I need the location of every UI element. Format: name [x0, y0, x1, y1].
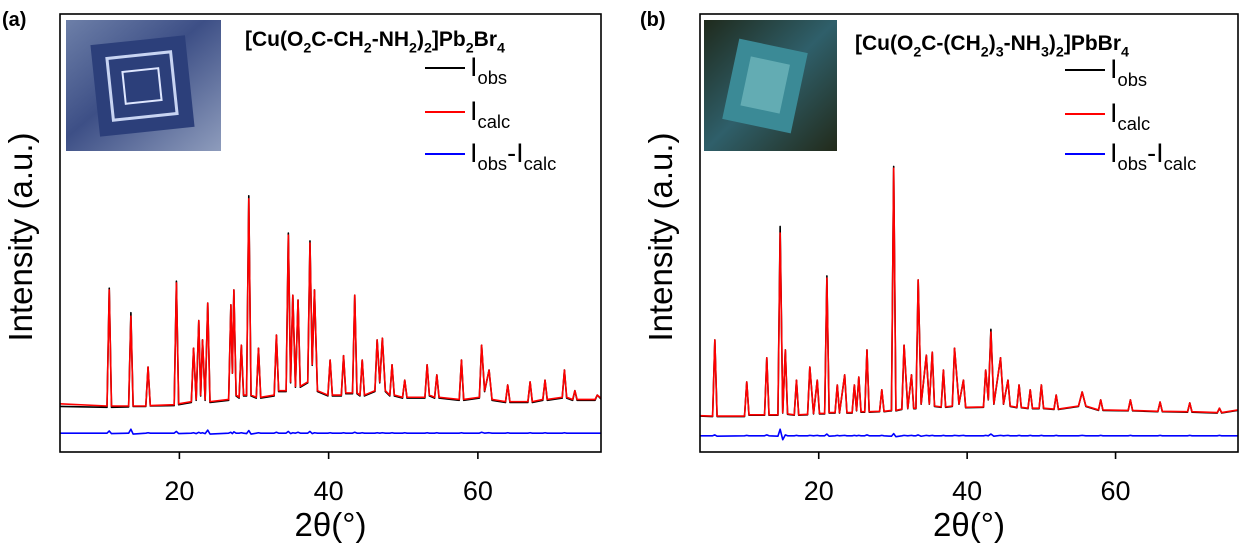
series-line: [60, 428, 601, 435]
chart-title: [Cu(O2C-CH2-NH2)2]Pb2Br4: [245, 28, 505, 56]
series-line: [59, 198, 602, 407]
plot-frame: [59, 13, 602, 453]
panel-label: (a): [2, 9, 26, 31]
x-axis-label: 2θ(°): [933, 506, 1005, 543]
x-tick-label: 40: [314, 476, 344, 506]
chart-title: [Cu(O2C-(CH2)3-NH3)2]PbBr4: [855, 32, 1129, 60]
legend-label: Iobs-Icalc: [470, 138, 556, 174]
inset-photo-b: [704, 20, 837, 151]
legend-label: Iobs: [470, 52, 507, 88]
x-tick-label: 20: [804, 476, 834, 506]
x-tick-label: 60: [463, 476, 493, 506]
series-line: [700, 428, 1238, 441]
legend-label: Icalc: [470, 96, 510, 132]
y-axis-label: Intensity (a.u.): [2, 132, 39, 341]
x-tick-label: 40: [952, 476, 982, 506]
plot-frame: [699, 13, 1239, 453]
x-axis-label: 2θ(°): [295, 506, 367, 543]
panel-label: (b): [640, 9, 666, 31]
series-line: [699, 167, 1239, 417]
legend-label: Iobs-Icalc: [1110, 138, 1196, 174]
y-axis-label: Intensity (a.u.): [642, 132, 679, 341]
x-tick-label: 20: [164, 476, 194, 506]
legend-label: Iobs: [1110, 54, 1147, 90]
legend-label: Icalc: [1110, 98, 1150, 134]
x-tick-label: 60: [1101, 476, 1131, 506]
inset-photo-a: [66, 20, 221, 151]
